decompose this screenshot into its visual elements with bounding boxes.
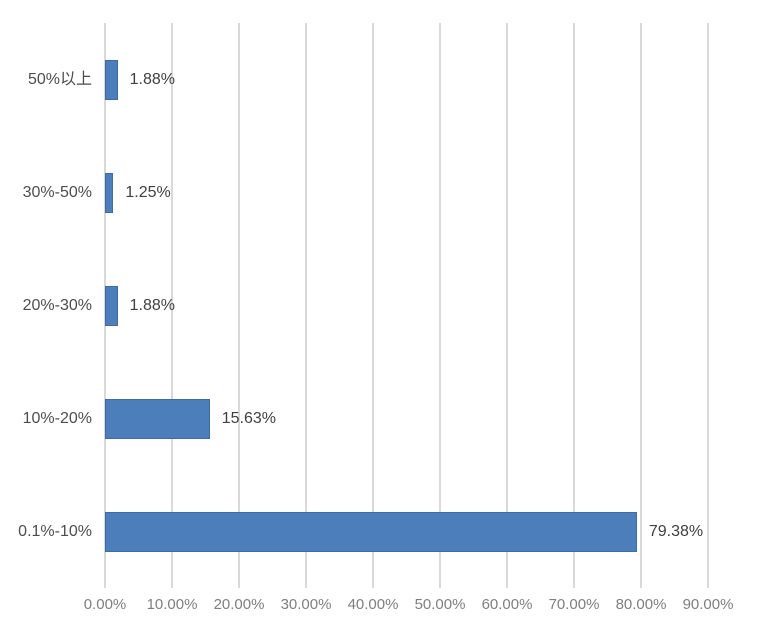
gridline-80 — [640, 23, 642, 588]
gridline-50 — [439, 23, 441, 588]
x-tick-label: 10.00% — [146, 596, 198, 613]
value-label: 79.38% — [648, 522, 704, 540]
category-label: 0.1%-10% — [18, 522, 92, 540]
x-tick-label: 80.00% — [615, 596, 667, 613]
bar-20%-30% — [105, 285, 118, 326]
gridline-90 — [707, 23, 709, 588]
value-label: 1.88% — [129, 70, 175, 88]
category-label: 20%-30% — [22, 296, 92, 314]
plot-area — [104, 23, 709, 588]
category-label: 30%-50% — [22, 183, 92, 201]
value-label: 1.25% — [125, 183, 171, 201]
x-tick-label: 90.00% — [682, 596, 734, 613]
value-label: 1.88% — [129, 296, 175, 314]
x-tick-label: 30.00% — [280, 596, 332, 613]
category-label: 10%-20% — [22, 409, 92, 427]
x-tick-label: 40.00% — [347, 596, 399, 613]
gridline-60 — [506, 23, 508, 588]
bar-0.1%-10% — [105, 511, 637, 552]
gridline-40 — [372, 23, 374, 588]
bar-10%-20% — [105, 398, 210, 439]
x-tick-label: 20.00% — [213, 596, 265, 613]
category-label: 50%以上 — [27, 70, 92, 88]
bar-30%-50% — [105, 172, 114, 213]
gridline-20 — [238, 23, 240, 588]
bar-50%以上 — [105, 59, 118, 100]
x-tick-label: 50.00% — [414, 596, 466, 613]
x-tick-label: 0.00% — [83, 596, 127, 613]
value-label: 15.63% — [221, 409, 276, 427]
gridline-10 — [171, 23, 173, 588]
gridline-70 — [573, 23, 575, 588]
x-tick-label: 70.00% — [548, 596, 600, 613]
gridline-30 — [305, 23, 307, 588]
x-tick-label: 60.00% — [481, 596, 533, 613]
